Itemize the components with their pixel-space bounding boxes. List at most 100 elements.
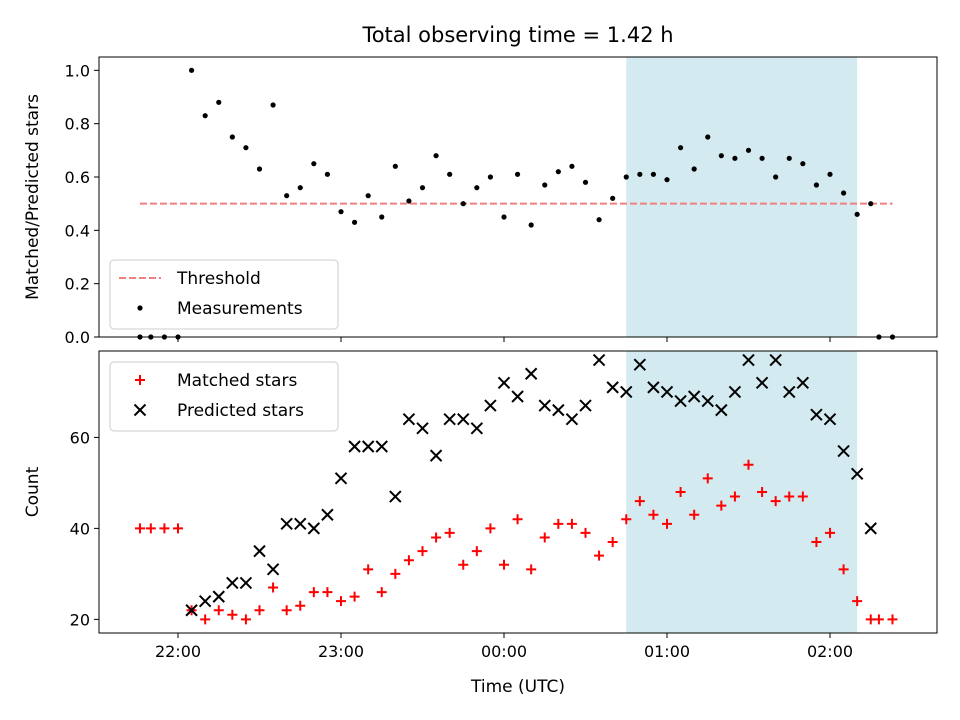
data-point <box>552 403 565 417</box>
data-point <box>705 134 711 140</box>
data-point <box>526 564 537 575</box>
observing-window-shade <box>626 57 858 337</box>
data-point <box>389 490 402 503</box>
data-point <box>202 113 208 119</box>
data-point <box>501 214 507 220</box>
data-point <box>256 166 263 172</box>
legend-box <box>109 361 339 432</box>
data-point <box>308 587 319 598</box>
legend-marker <box>137 305 143 311</box>
data-point <box>348 440 361 453</box>
plot-frame <box>98 56 938 338</box>
data-point <box>338 209 344 215</box>
legend-label: Threshold <box>176 269 261 289</box>
data-point <box>755 376 769 390</box>
data-point <box>674 394 687 408</box>
data-point <box>392 163 398 169</box>
x-tick-label: 01:00 <box>644 642 690 661</box>
data-point <box>511 390 524 403</box>
data-point <box>487 174 494 180</box>
data-point <box>322 587 333 598</box>
data-point <box>773 174 779 180</box>
x-tick-label: 00:00 <box>481 642 527 661</box>
data-point <box>769 353 782 367</box>
data-point <box>648 509 659 520</box>
data-point <box>852 596 863 607</box>
data-point <box>406 198 412 204</box>
data-point <box>660 385 674 399</box>
data-point <box>757 487 768 497</box>
data-point <box>675 487 686 497</box>
data-point <box>324 171 331 177</box>
data-point <box>634 496 645 507</box>
data-point <box>813 182 820 188</box>
x-tick-label: 22:00 <box>155 642 201 661</box>
data-point <box>580 527 591 538</box>
data-point <box>351 219 358 225</box>
data-point <box>606 381 619 394</box>
series-matched-stars <box>134 459 898 625</box>
data-point <box>691 166 697 172</box>
data-point <box>173 523 183 534</box>
data-point <box>499 559 509 570</box>
data-point <box>592 353 606 367</box>
data-point <box>363 564 374 575</box>
legend-label: Measurements <box>177 299 303 319</box>
data-point <box>361 440 375 453</box>
data-point <box>433 153 439 159</box>
data-point <box>390 568 401 579</box>
data-point <box>470 422 484 435</box>
data-point <box>458 559 469 570</box>
matched-ratio-panel: 0.0 0.2 0.4 0.6 0.8 1.0 Matched/Predicted star… <box>23 56 938 347</box>
data-point <box>850 467 864 481</box>
data-point <box>565 413 579 426</box>
data-point <box>294 517 307 531</box>
data-point <box>732 155 738 161</box>
data-point <box>213 605 224 616</box>
data-point <box>474 185 480 191</box>
data-point <box>718 153 724 159</box>
y-tick-label: 20 <box>70 610 90 629</box>
data-point <box>419 185 426 191</box>
data-point <box>702 473 713 484</box>
data-point <box>553 518 564 529</box>
data-point <box>728 385 742 399</box>
data-point <box>460 201 466 207</box>
data-point <box>538 399 551 412</box>
data-point <box>514 171 521 177</box>
data-point <box>596 217 602 223</box>
y-tick-label: 0.6 <box>65 168 90 187</box>
data-point <box>528 222 534 228</box>
y-axis-title: Count <box>23 466 43 517</box>
data-point <box>887 614 898 625</box>
data-point <box>621 514 632 525</box>
data-point <box>280 517 293 531</box>
data-point <box>784 491 795 502</box>
data-point <box>429 449 443 462</box>
data-point <box>689 509 700 520</box>
data-point <box>743 459 754 470</box>
data-point <box>185 604 198 617</box>
data-point <box>365 193 371 199</box>
data-point <box>825 527 835 538</box>
data-point <box>854 211 860 217</box>
data-point <box>555 169 561 175</box>
y-axis-title: Matched/Predicted stars <box>23 94 43 300</box>
data-point <box>270 102 276 108</box>
y-tick-label: 0.0 <box>65 328 90 347</box>
data-point <box>443 413 456 426</box>
data-point <box>297 185 303 191</box>
data-point <box>226 576 239 590</box>
data-point <box>444 527 455 538</box>
data-point <box>484 399 497 412</box>
data-point <box>623 174 629 180</box>
data-point <box>457 413 470 426</box>
data-point <box>336 596 346 607</box>
data-point <box>216 99 222 105</box>
data-point <box>827 171 833 177</box>
data-point <box>539 532 550 543</box>
data-point <box>403 555 414 566</box>
data-point <box>281 605 292 616</box>
data-point <box>797 491 808 502</box>
data-point <box>783 385 796 399</box>
